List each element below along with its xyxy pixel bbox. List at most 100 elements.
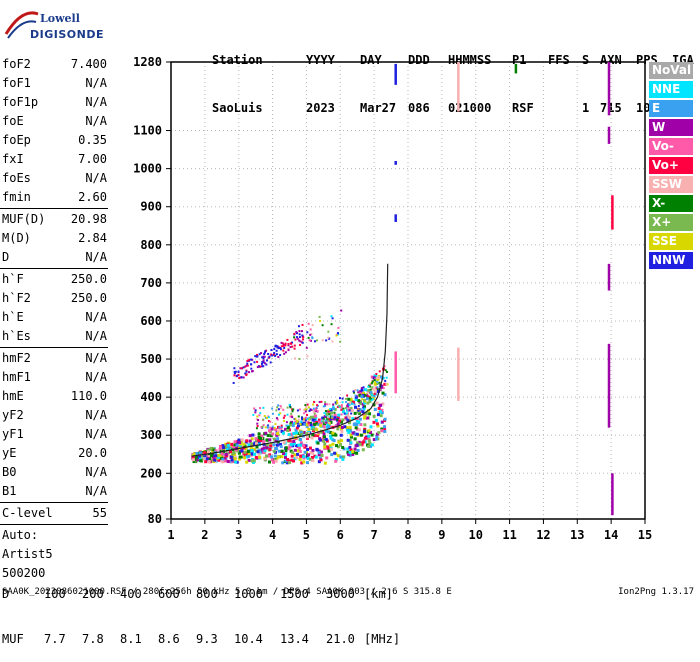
echo-point (347, 430, 351, 434)
echo-point (380, 375, 384, 379)
echo-point (305, 435, 309, 439)
echo-point (297, 443, 301, 447)
echo-point (297, 418, 300, 421)
echo-point (299, 441, 303, 445)
echo-point (319, 424, 323, 428)
echo-point (248, 358, 251, 361)
echo-point (355, 441, 359, 445)
y-tick-label: 600 (140, 314, 162, 328)
echo-point (308, 446, 312, 450)
echo-point (288, 461, 292, 465)
echo-point (220, 452, 224, 456)
echo-point (308, 418, 311, 421)
echo-point (347, 419, 351, 423)
param-row: h`F2 250.0 (0, 289, 110, 308)
echo-point (254, 455, 258, 459)
echo-point (306, 461, 310, 465)
echo-point (259, 412, 262, 415)
echo-point (330, 323, 333, 326)
echo-point (291, 345, 294, 348)
echo-point (216, 453, 220, 457)
header-value: 2023 (306, 101, 335, 115)
echo-point (354, 405, 358, 409)
echo-point (226, 443, 230, 447)
echo-point (334, 459, 338, 463)
echo-point (193, 452, 197, 456)
echo-point (309, 328, 312, 331)
echo-point (359, 423, 363, 427)
echo-point (372, 438, 376, 442)
echo-point (309, 423, 313, 427)
echo-point (247, 371, 250, 374)
echo-point (306, 456, 310, 460)
muf-value: 13.4 (280, 632, 309, 646)
echo-point (293, 336, 296, 339)
echo-point (301, 334, 304, 337)
echo-point (201, 453, 205, 457)
echo-point (244, 447, 248, 451)
echo-point (294, 420, 297, 423)
echo-point (340, 404, 343, 407)
echo-point (322, 417, 325, 420)
echo-point (375, 379, 379, 383)
logo-globe-icon (4, 11, 39, 39)
echo-point (330, 315, 333, 318)
echo-point (315, 422, 318, 425)
echo-point (260, 447, 264, 451)
echo-point (282, 349, 285, 352)
echo-point (363, 414, 367, 418)
param-name: B1 (2, 484, 17, 498)
param-value: 250.0 (70, 272, 107, 286)
echo-point (291, 416, 294, 419)
echo-point (353, 447, 357, 451)
echo-point (331, 416, 334, 419)
echo-point (252, 458, 256, 462)
echo-point (245, 460, 249, 464)
echo-point (268, 447, 272, 451)
echo-point (253, 452, 257, 456)
echo-point (270, 427, 274, 431)
echo-point (311, 448, 315, 452)
param-value: N/A (85, 408, 107, 422)
echo-point (229, 450, 233, 454)
echo-point (276, 437, 280, 441)
param-value: N/A (85, 114, 107, 128)
echo-point (212, 448, 216, 452)
echo-point (338, 397, 341, 400)
echo-point (324, 410, 327, 413)
param-row: h`F 250.0 (0, 270, 110, 289)
echo-point (289, 342, 292, 345)
echo-point (208, 457, 212, 461)
echo-point (248, 434, 252, 438)
echo-point (233, 374, 236, 377)
param-row: yF2 N/A (0, 406, 110, 425)
echo-point (372, 394, 376, 398)
echo-point (280, 406, 283, 409)
echo-point (262, 446, 266, 450)
echo-point (250, 449, 254, 453)
echo-point (284, 446, 288, 450)
echo-point (365, 412, 369, 416)
echo-point (353, 432, 357, 436)
echo-point (327, 409, 331, 413)
muf-value: 7.7 (44, 632, 66, 646)
echo-point (376, 383, 379, 386)
echo-point (209, 446, 213, 450)
echo-point (289, 424, 292, 427)
echo-point (242, 376, 245, 379)
echo-point (336, 427, 340, 431)
echo-point (300, 461, 304, 465)
echo-point (302, 418, 306, 422)
echo-point (221, 457, 225, 461)
echo-point (266, 426, 269, 429)
echo-point (272, 353, 275, 356)
echo-point (271, 412, 274, 415)
echo-point (294, 428, 298, 432)
echo-point (246, 362, 249, 365)
echo-point (270, 353, 273, 356)
echo-point (386, 383, 389, 386)
echo-point (325, 421, 328, 424)
echo-point (270, 349, 273, 352)
echo-point (233, 372, 236, 375)
echo-point (286, 429, 290, 433)
